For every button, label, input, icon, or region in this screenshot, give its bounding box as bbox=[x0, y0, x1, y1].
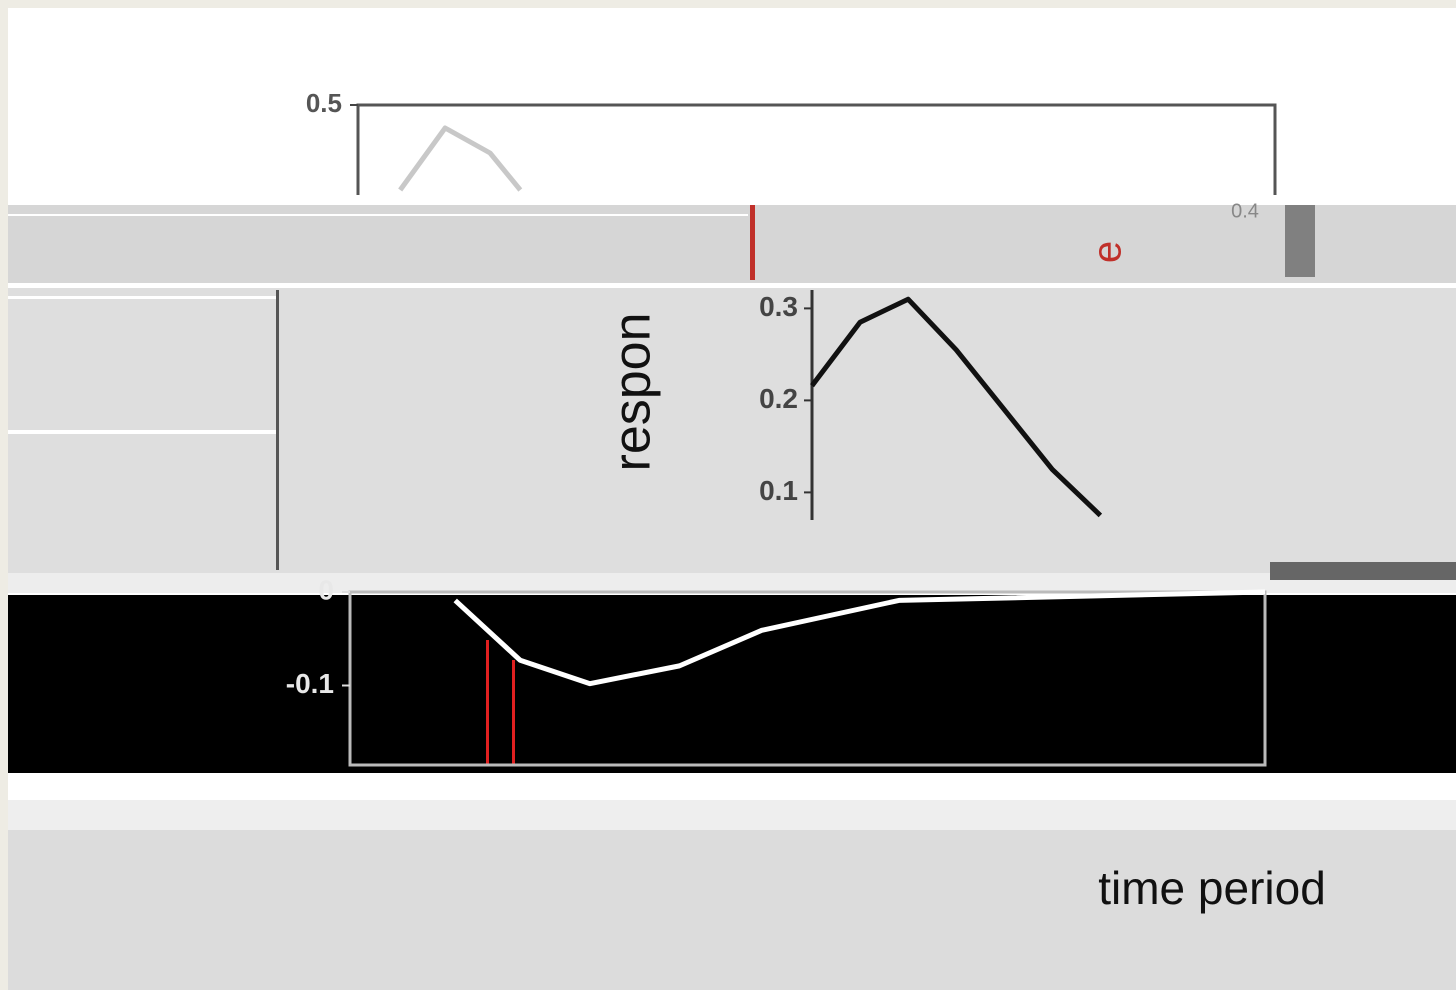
glitch-band bbox=[8, 573, 1456, 593]
glitch-block bbox=[1270, 562, 1456, 580]
glitch-line bbox=[8, 430, 276, 434]
glitch-line bbox=[512, 660, 515, 765]
y-tick-label: 0 bbox=[318, 574, 334, 605]
glitch-band bbox=[8, 205, 1456, 283]
y-tick-label: 0.3 bbox=[759, 291, 798, 322]
glitch-block bbox=[1285, 205, 1315, 277]
bottom-band bbox=[8, 830, 1456, 990]
glitch-line bbox=[8, 214, 748, 216]
x-axis-label: time period bbox=[1098, 862, 1326, 914]
y-tick-label: -0.1 bbox=[286, 668, 334, 699]
plots: 0.5 0.4 0.1 0.2 0.3 respon e 0 -0.1 time period bbox=[286, 88, 1326, 914]
glitch-band bbox=[8, 800, 1456, 830]
data-line bbox=[810, 296, 1103, 518]
y-axis-label: respon bbox=[604, 313, 662, 472]
glitch-line bbox=[750, 205, 755, 280]
dark-band bbox=[8, 595, 1456, 773]
data-line bbox=[398, 125, 523, 192]
data-line bbox=[453, 589, 1266, 687]
plot-frame bbox=[356, 103, 1277, 195]
plot-frame bbox=[348, 590, 1267, 767]
y-tick-label: 0.2 bbox=[759, 383, 798, 414]
glitch-line bbox=[486, 640, 489, 765]
glitch-line bbox=[8, 296, 276, 299]
annotation: 0.4 bbox=[1231, 200, 1259, 222]
glitch-line bbox=[276, 290, 279, 570]
y-tick-label: 0.5 bbox=[306, 88, 342, 118]
annotation: e bbox=[1086, 241, 1130, 263]
y-tick-label: 0.1 bbox=[759, 475, 798, 506]
